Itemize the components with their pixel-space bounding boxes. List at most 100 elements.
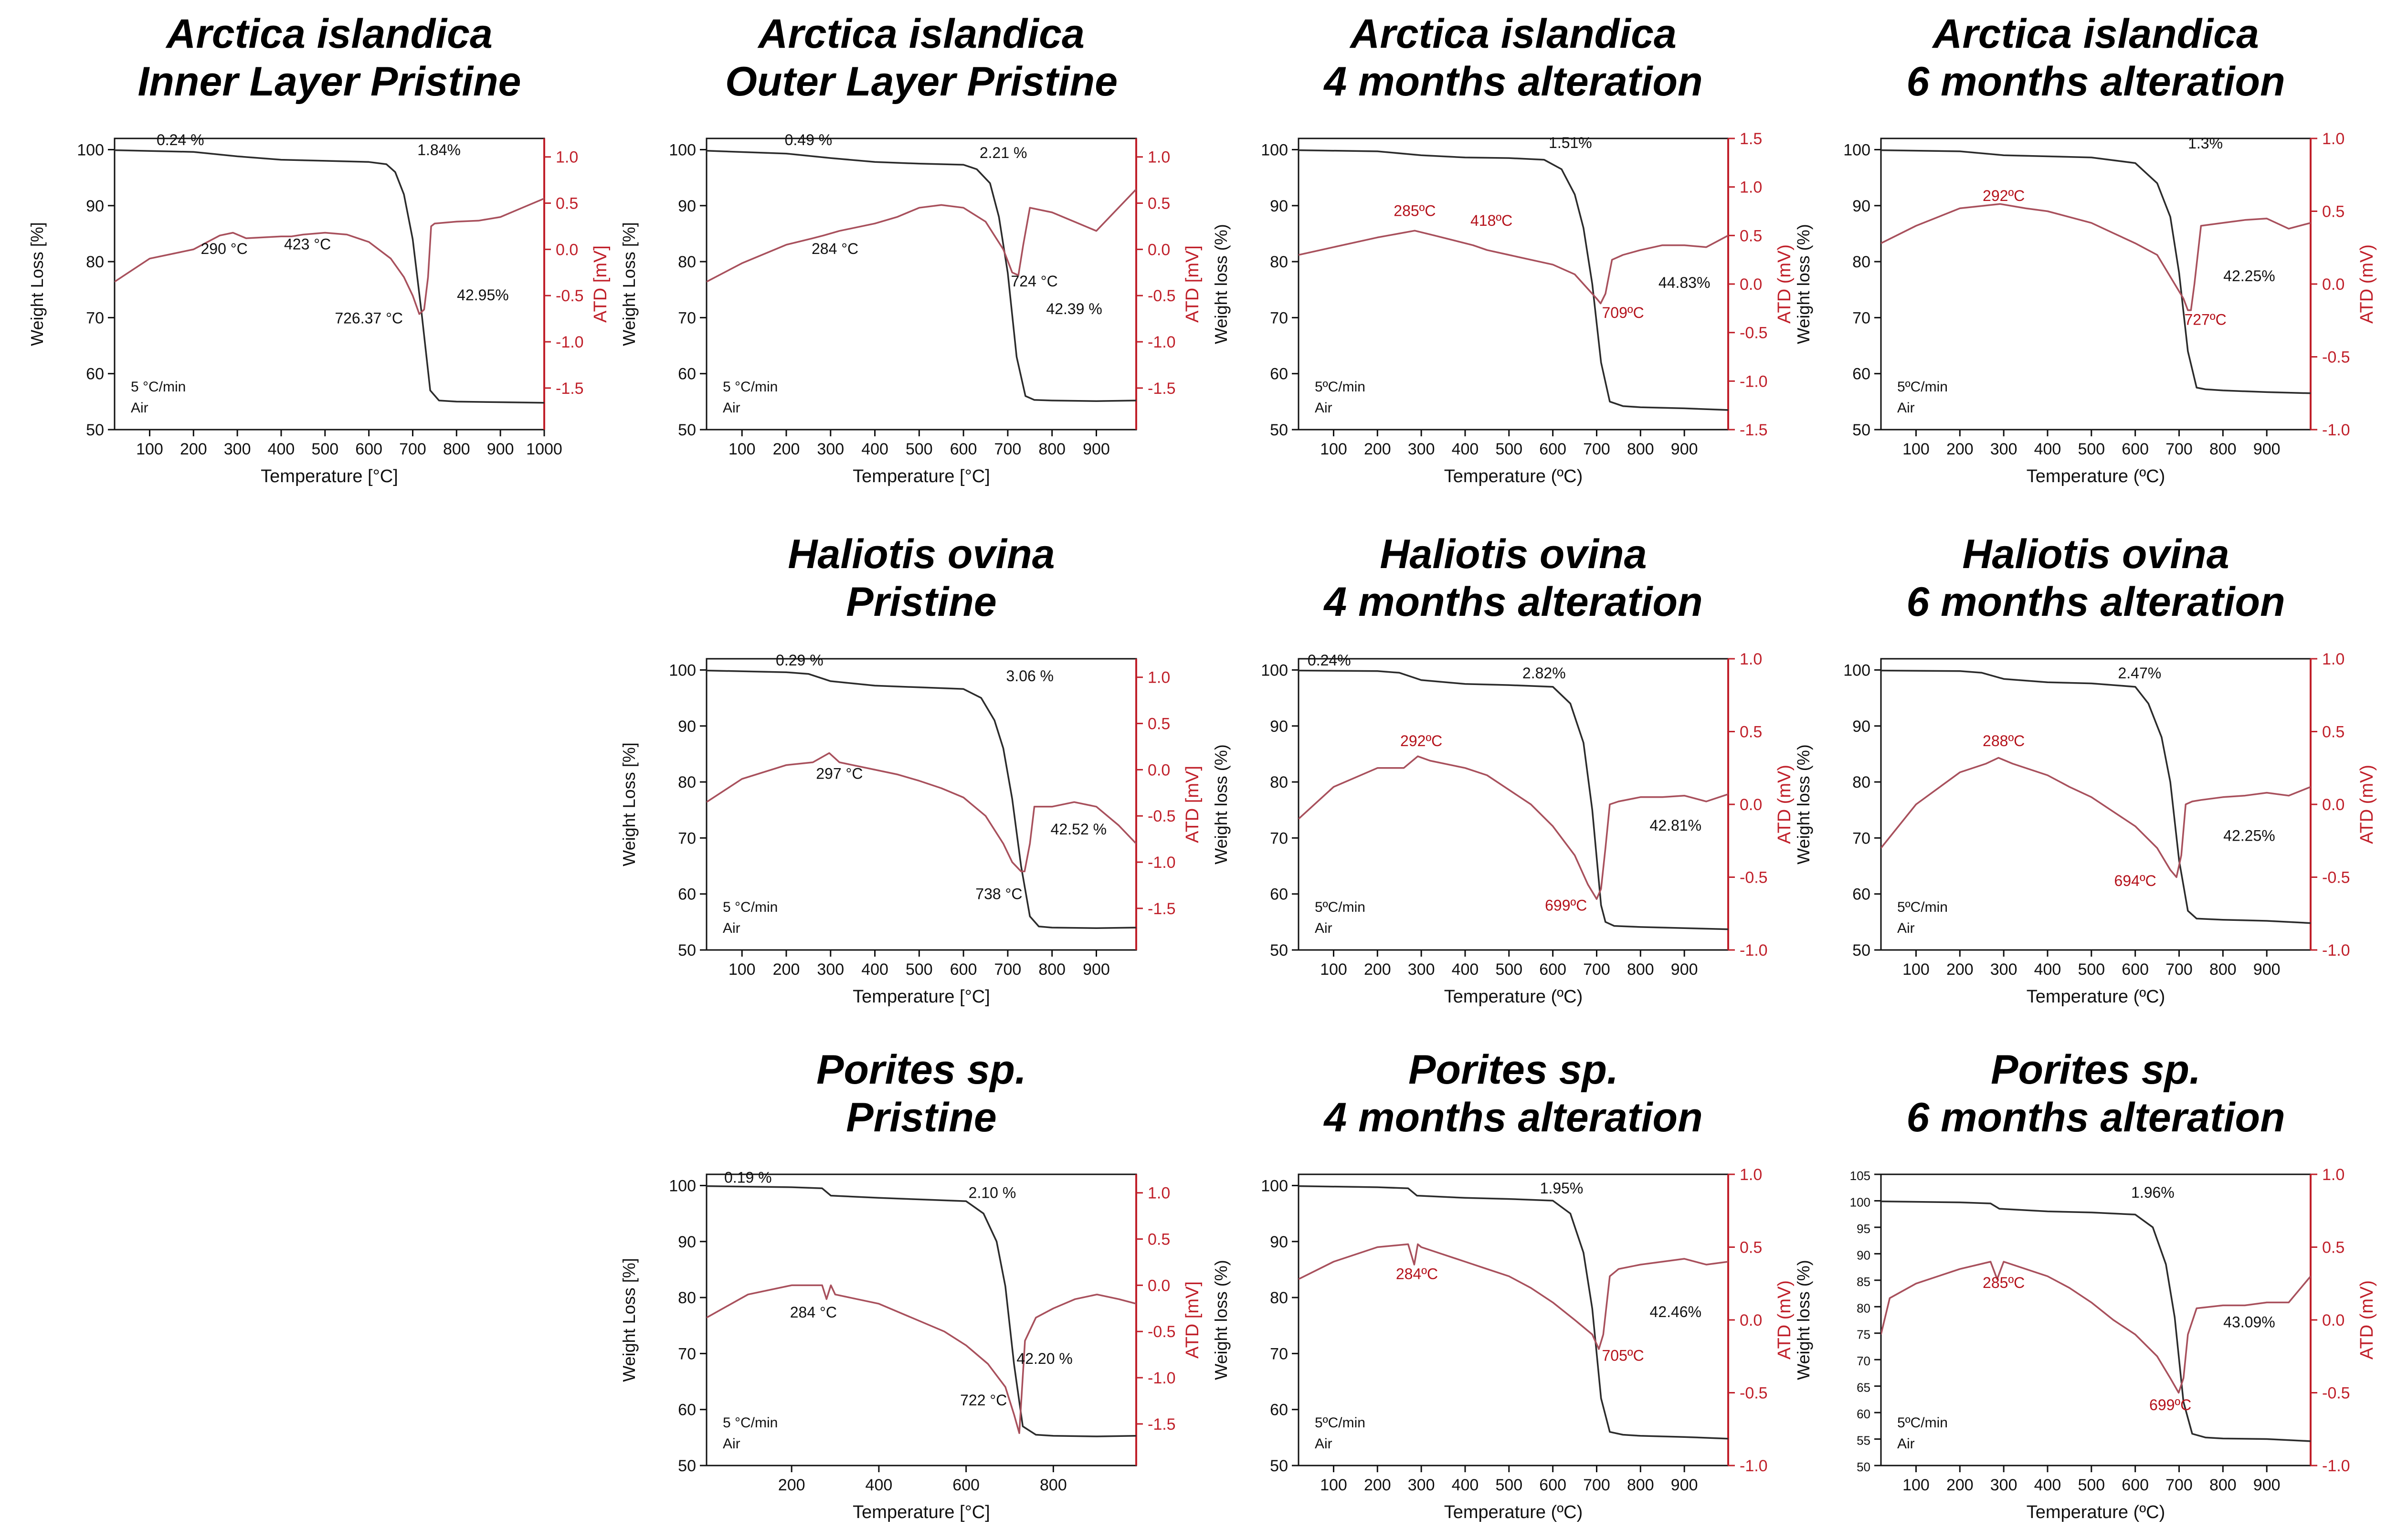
- annotation-label: 1.84%: [417, 141, 461, 158]
- x-tick-label: 200: [778, 1476, 805, 1494]
- chart-title-line: 4 months alteration: [1323, 579, 1702, 625]
- x-tick-label: 200: [1364, 1476, 1391, 1494]
- y-tick-label: 90: [1852, 717, 1870, 736]
- x-axis-label: Temperature [°C]: [261, 466, 398, 486]
- y-tick-label: 100: [1843, 141, 1870, 159]
- x-tick-label: 500: [906, 960, 933, 979]
- series-line-weight-loss: [1881, 1200, 2311, 1442]
- chart-title-line: Haliotis ovina: [1380, 531, 1647, 577]
- x-tick-label: 400: [861, 440, 888, 458]
- x-tick-label: 500: [1495, 960, 1522, 979]
- chart-title-line: Haliotis ovina: [1962, 531, 2229, 577]
- x-tick-label: 600: [2122, 960, 2149, 979]
- y-axis-label: Weight loss (%): [1794, 744, 1813, 864]
- annotation-label: 2.47%: [2118, 665, 2161, 682]
- y-tick-label: 80: [86, 253, 104, 271]
- series-line-weight-loss: [1299, 149, 1728, 411]
- conditions-label: Air: [131, 400, 148, 416]
- conditions-label: Air: [1315, 1436, 1332, 1452]
- y2-tick-label: 1.0: [1740, 1166, 1762, 1184]
- y2-tick-label: 1.0: [1740, 650, 1762, 668]
- y-tick-label: 80: [1852, 773, 1870, 791]
- x-tick-label: 100: [1320, 960, 1347, 979]
- y-axis-label: Weight Loss [%]: [619, 1258, 639, 1382]
- y2-tick-label: 1.0: [2322, 650, 2345, 668]
- annotation-label: 44.83%: [1658, 274, 1711, 291]
- conditions-label: Air: [1897, 920, 1915, 936]
- x-tick-label: 400: [1452, 960, 1479, 979]
- x-tick-label: 100: [1320, 440, 1347, 458]
- x-tick-label: 400: [1452, 440, 1479, 458]
- annotation-label: 42.25%: [2223, 827, 2275, 844]
- annotation-label: 285ºC: [1983, 1274, 2025, 1291]
- x-axis-label: Temperature [°C]: [853, 466, 990, 486]
- y-tick-label: 80: [1857, 1301, 1870, 1315]
- x-tick-label: 800: [1627, 1476, 1654, 1494]
- annotation-label: 42.25%: [2223, 267, 2275, 285]
- y-tick-label: 100: [669, 1177, 696, 1195]
- annotation-label: 292ºC: [1983, 187, 2025, 204]
- annotation-label: 42.52 %: [1051, 821, 1107, 838]
- conditions-label: Air: [1897, 1436, 1915, 1452]
- y-tick-label: 75: [1857, 1328, 1870, 1342]
- annotation-label: 0.24 %: [157, 131, 204, 148]
- x-axis-label: Temperature (ºC): [1444, 987, 1583, 1007]
- y-axis-label: Weight loss (%): [1211, 744, 1231, 864]
- y-tick-label: 60: [1270, 1401, 1288, 1419]
- x-tick-label: 900: [1083, 960, 1110, 979]
- series-line-weight-loss: [707, 150, 1136, 402]
- series-line-atd: [115, 198, 544, 315]
- y2-tick-label: -1.0: [1148, 854, 1176, 872]
- y-tick-label: 100: [1261, 661, 1288, 679]
- y-tick-label: 70: [1270, 829, 1288, 847]
- chart-title-line: Arctica islandica: [757, 11, 1085, 57]
- y2-tick-label: 0.5: [1740, 1239, 1762, 1257]
- y2-tick-label: 0.5: [556, 195, 578, 213]
- y-tick-label: 60: [1270, 886, 1288, 904]
- y-axis-label: Weight loss (%): [1794, 224, 1813, 344]
- x-tick-label: 800: [443, 440, 470, 458]
- y-tick-label: 60: [678, 365, 696, 383]
- y-tick-label: 55: [1857, 1434, 1870, 1448]
- conditions-label: Air: [1315, 920, 1332, 936]
- y-tick-label: 70: [1852, 829, 1870, 847]
- y2-axis-label: ATD [mV]: [1183, 1281, 1203, 1359]
- y-tick-label: 80: [1270, 1289, 1288, 1307]
- x-tick-label: 800: [1040, 1476, 1067, 1494]
- chart-panel-po-4m: Porites sp.4 months alteration 100 200 300 4…: [1211, 1047, 1795, 1522]
- y2-tick-label: 0.0: [2322, 275, 2345, 294]
- y-axis-label: Weight Loss [%]: [619, 742, 639, 866]
- y2-tick-label: 0.5: [1148, 195, 1170, 213]
- y-tick-label: 90: [678, 197, 696, 215]
- x-tick-label: 300: [1408, 960, 1435, 979]
- x-tick-label: 300: [1408, 1476, 1435, 1494]
- series-line-atd: [1299, 755, 1728, 900]
- y2-tick-label: 1.0: [1148, 148, 1170, 167]
- x-tick-label: 900: [1671, 440, 1698, 458]
- annotation-label: 423 °C: [284, 235, 331, 253]
- x-tick-label: 900: [1671, 960, 1698, 979]
- x-tick-label: 200: [1364, 440, 1391, 458]
- x-tick-label: 200: [1364, 960, 1391, 979]
- y2-tick-label: 1.0: [2322, 1166, 2345, 1184]
- y2-tick-label: 1.0: [1148, 1184, 1170, 1202]
- x-tick-label: 900: [2253, 1476, 2281, 1494]
- y-tick-label: 90: [678, 717, 696, 736]
- x-tick-label: 900: [1671, 1476, 1698, 1494]
- series-line-weight-loss: [707, 669, 1136, 929]
- conditions-label: 5 °C/min: [723, 379, 778, 395]
- annotation-label: 2.21 %: [980, 144, 1027, 161]
- y2-tick-label: 0.5: [1740, 723, 1762, 741]
- annotation-label: 1.96%: [2131, 1184, 2175, 1201]
- series-line-atd: [1881, 1261, 2311, 1394]
- x-tick-label: 600: [950, 960, 977, 979]
- annotation-label: 738 °C: [975, 885, 1022, 902]
- y2-tick-label: -0.5: [1148, 1323, 1176, 1341]
- y2-tick-label: -0.5: [1740, 1384, 1768, 1403]
